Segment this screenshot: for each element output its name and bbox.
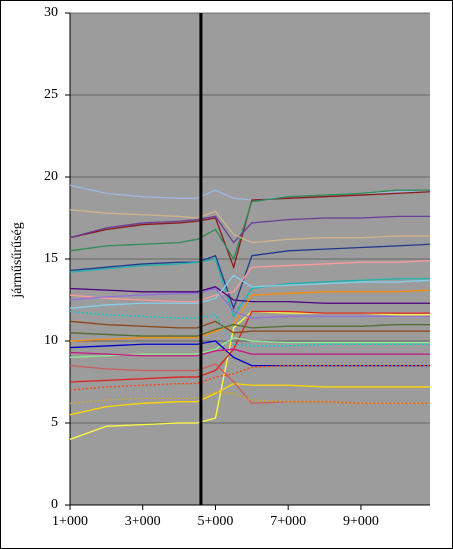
series-line: [69, 364, 430, 391]
series-line: [69, 287, 430, 319]
y-axis-label: járműsűrűség: [10, 222, 25, 298]
series-line: [69, 391, 430, 404]
series-line: [69, 337, 430, 359]
series-line: [69, 320, 430, 334]
series-line: [69, 274, 431, 309]
series-line: [69, 382, 430, 416]
y-tick-label: 10: [44, 333, 58, 348]
x-tick-label: 9+000: [343, 514, 379, 529]
y-tick-label: 5: [51, 415, 58, 430]
series-line: [69, 348, 430, 357]
series-line: [69, 243, 431, 311]
y-tick-label: 0: [51, 497, 58, 512]
x-tick-label: 3+000: [125, 514, 161, 529]
series-line: [69, 286, 430, 304]
series-line: [69, 323, 430, 337]
series-line: [69, 189, 430, 261]
series-line: [69, 209, 430, 244]
series-line: [69, 259, 431, 303]
x-tick-label: 7+000: [270, 514, 306, 529]
y-tick-label: 30: [44, 5, 58, 20]
y-tick-label: 20: [44, 169, 58, 184]
x-tick-label: 5+000: [198, 514, 234, 529]
x-tick-label: 1+000: [52, 514, 88, 529]
y-tick-label: 15: [44, 251, 58, 266]
series-line: [69, 310, 430, 347]
series-line: [69, 258, 430, 318]
y-tick-label: 25: [44, 87, 58, 102]
series-line: [69, 215, 430, 244]
series-line: [69, 191, 431, 270]
